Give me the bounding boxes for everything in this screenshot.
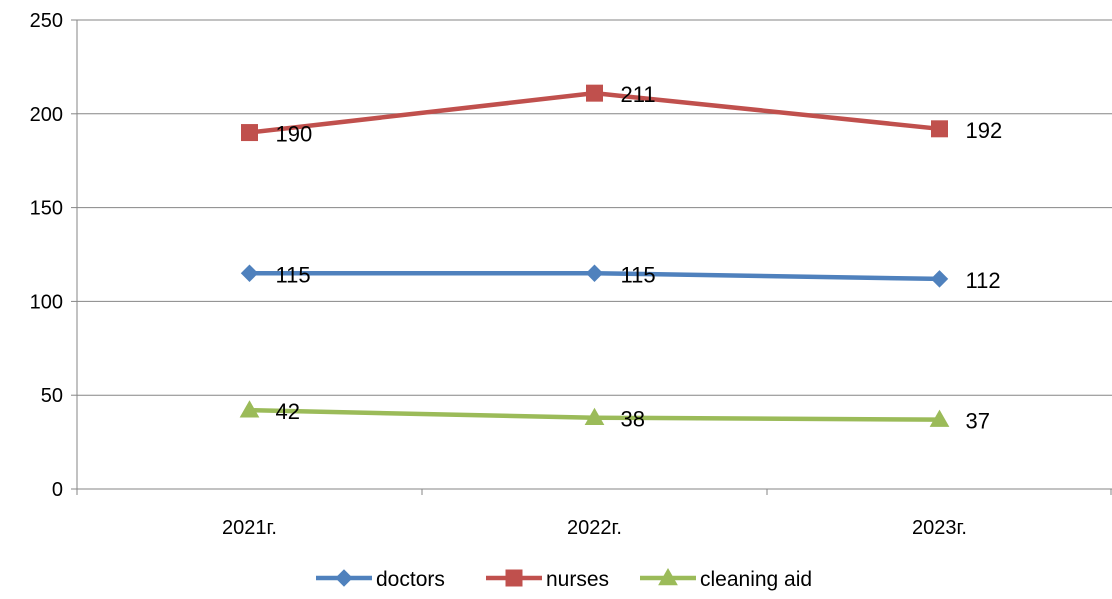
- data-labels: 115 115 112 190 211 192 42 38 37: [276, 82, 1003, 433]
- x-tick-label: 2021г.: [222, 517, 277, 539]
- data-point: [239, 400, 260, 418]
- legend: doctors nurses cleaning aid: [316, 567, 812, 591]
- data-point: [584, 407, 605, 425]
- y-tick-label: 100: [30, 291, 63, 313]
- data-point: [930, 270, 949, 288]
- y-tick-labels: 0 50 100 150 200 250: [30, 10, 63, 501]
- legend-label: nurses: [546, 568, 609, 591]
- y-tick-label: 50: [41, 385, 63, 407]
- data-label: 37: [966, 409, 990, 434]
- legend-item: nurses: [486, 568, 609, 591]
- data-label: 192: [966, 118, 1003, 143]
- legend-marker: [335, 569, 353, 587]
- data-point: [240, 264, 259, 282]
- y-tick-label: 150: [30, 198, 63, 220]
- y-tick-label: 0: [52, 479, 63, 501]
- data-label: 112: [966, 268, 1001, 293]
- legend-label: cleaning aid: [700, 568, 812, 591]
- data-label: 42: [276, 399, 300, 424]
- data-label: 211: [621, 82, 656, 107]
- data-point: [929, 409, 950, 427]
- legend-marker: [505, 569, 523, 587]
- data-point: [931, 120, 948, 138]
- data-label: 190: [276, 122, 313, 147]
- x-tick-label: 2023г.: [912, 517, 967, 539]
- data-label: 115: [621, 262, 656, 287]
- x-tick-label: 2022г.: [567, 517, 622, 539]
- legend-item: cleaning aid: [640, 567, 812, 591]
- legend-marker: [658, 567, 678, 586]
- y-tick-label: 250: [30, 10, 63, 32]
- data-point: [586, 84, 603, 102]
- legend-item: doctors: [316, 568, 445, 591]
- gridlines: [77, 19, 1112, 396]
- data-point: [241, 124, 258, 142]
- data-label: 115: [276, 262, 311, 287]
- data-label: 38: [621, 407, 645, 432]
- legend-label: doctors: [376, 568, 445, 591]
- y-tick-label: 200: [30, 104, 63, 126]
- x-tick-labels: 2021г. 2022г. 2023г.: [222, 517, 967, 539]
- axes: [71, 19, 1112, 495]
- data-point: [585, 264, 604, 282]
- series: [239, 84, 950, 427]
